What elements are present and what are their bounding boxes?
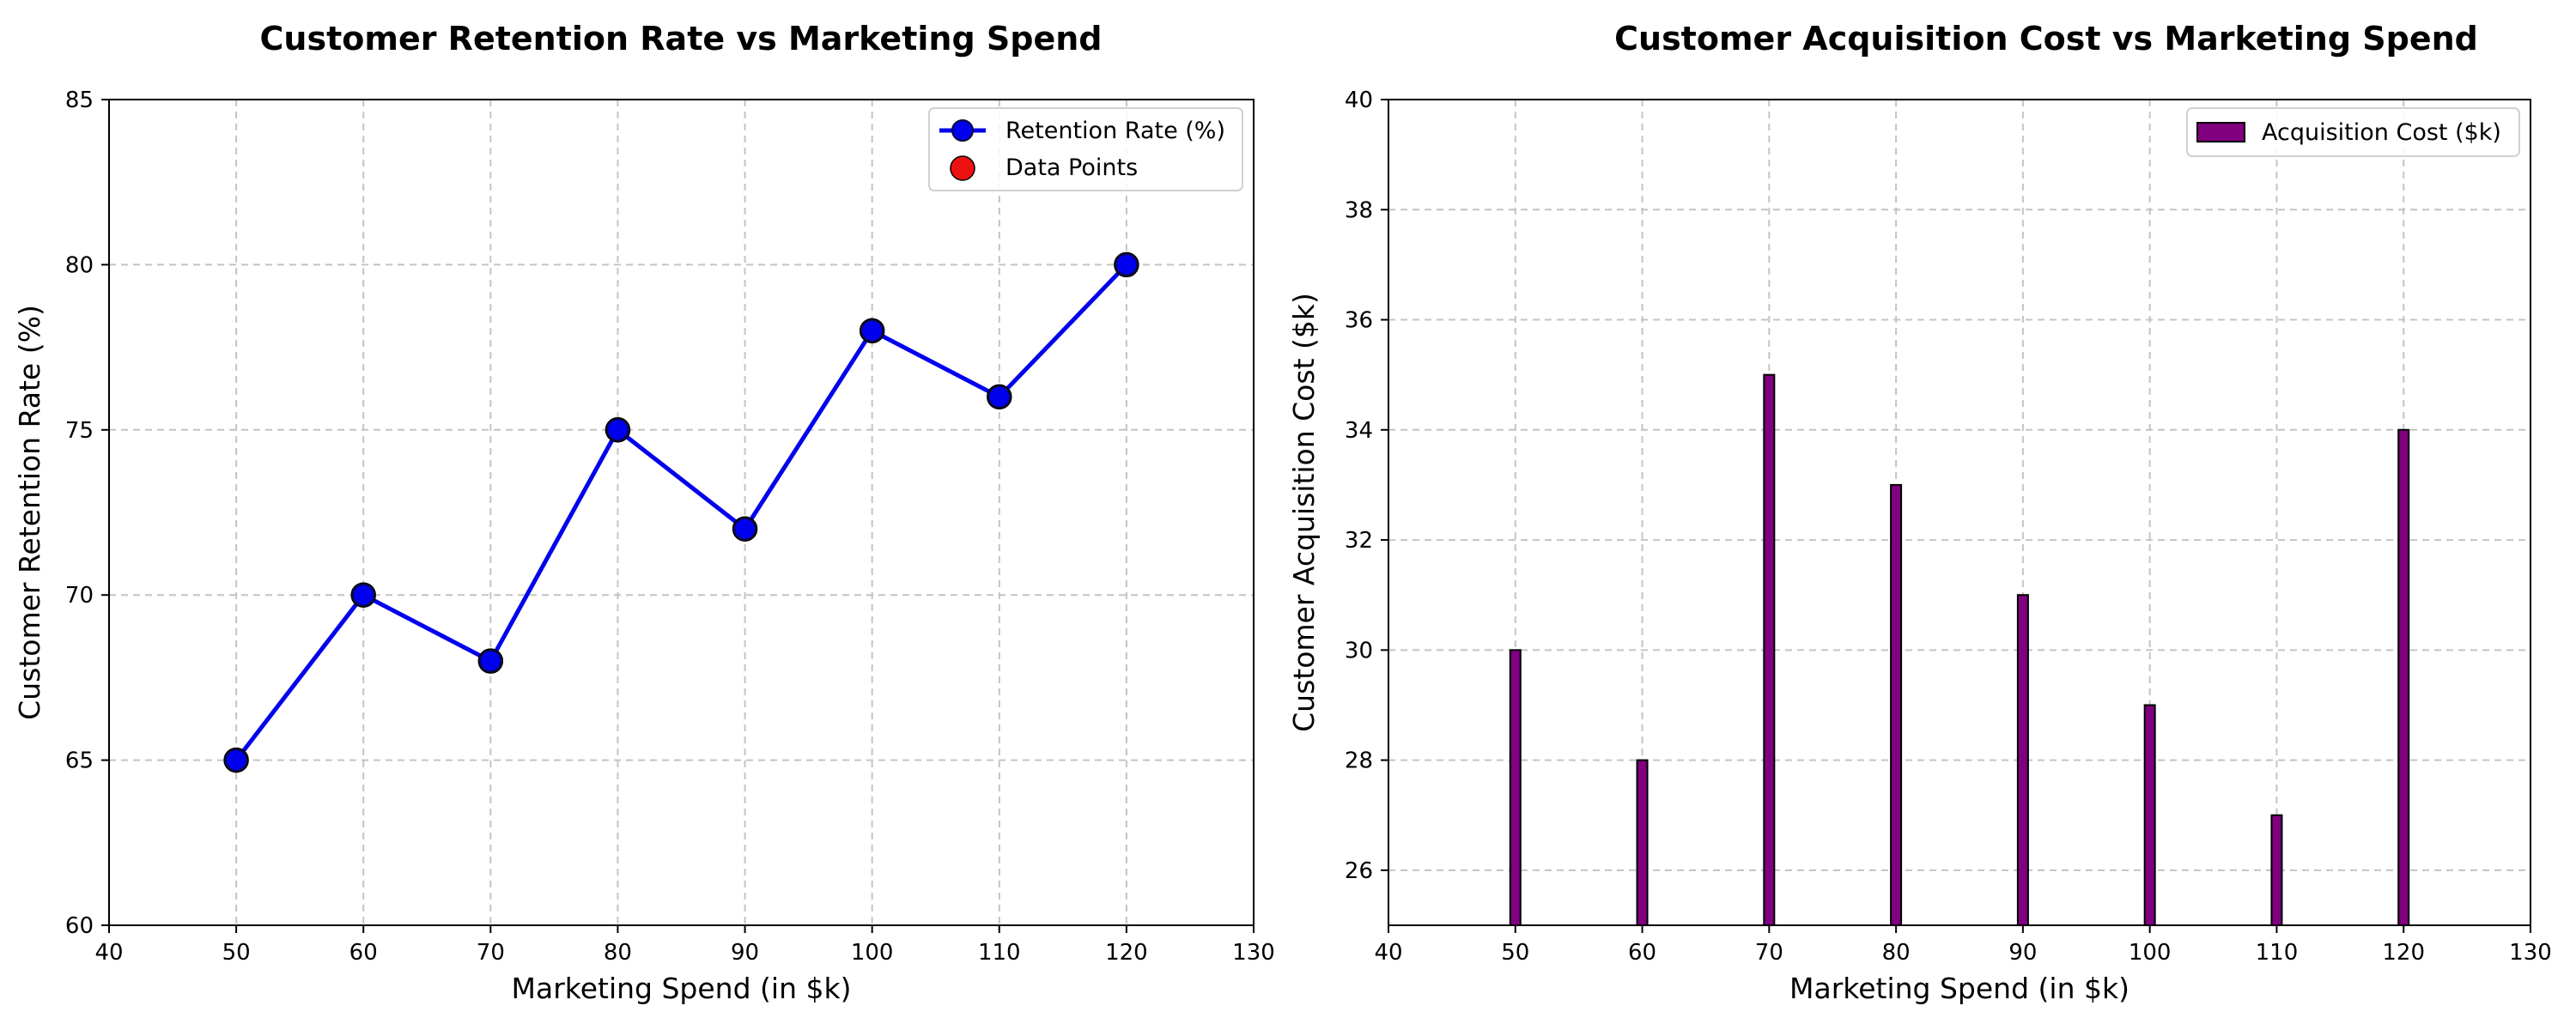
x-tick-label: 110 (978, 940, 1021, 966)
retention-marker (1115, 252, 1139, 276)
x-tick-label: 80 (604, 940, 632, 966)
y-tick-label: 34 (1345, 418, 1373, 444)
retention-chart: Customer Retention Rate vs Marketing Spe… (13, 20, 1275, 1005)
y-tick-label: 75 (65, 418, 94, 444)
bar (1763, 373, 1776, 926)
retention-line (234, 263, 1128, 762)
x-axis-label: Marketing Spend (in $k) (512, 972, 852, 1005)
x-tick-label: 90 (731, 940, 759, 966)
x-tick-label: 120 (1105, 940, 1148, 966)
legend-marker-swatch (951, 119, 974, 142)
x-tick-label: 120 (2382, 940, 2425, 966)
y-tick-label: 85 (65, 88, 94, 113)
x-axis-label: Marketing Spend (in $k) (1789, 972, 2129, 1005)
legend-marker-swatch (950, 155, 975, 181)
x-tick-label: 130 (2509, 940, 2552, 966)
axes-frame (108, 99, 1255, 926)
x-tick-label: 60 (349, 940, 378, 966)
y-tick-label: 30 (1345, 638, 1373, 663)
x-tick-label: 40 (1374, 940, 1402, 966)
x-tick-label: 40 (94, 940, 123, 966)
retention-marker (987, 385, 1012, 409)
y-tick-label: 80 (65, 252, 94, 278)
x-tick-label: 50 (222, 940, 251, 966)
x-tick-label: 90 (2008, 940, 2037, 966)
bar (1509, 649, 1522, 926)
x-tick-label: 110 (2256, 940, 2299, 966)
x-tick-label: 100 (2129, 940, 2172, 966)
axes-frame (1388, 99, 2531, 926)
y-tick-label: 32 (1345, 528, 1373, 554)
y-tick-label: 65 (65, 748, 94, 774)
y-tick-label: 60 (65, 913, 94, 939)
bar (2270, 814, 2283, 926)
x-tick-label: 60 (1628, 940, 1656, 966)
legend-swatch (2196, 122, 2245, 142)
retention-marker (605, 418, 629, 442)
retention-marker (478, 649, 502, 673)
bar (1890, 483, 1903, 926)
y-tick-label: 38 (1345, 197, 1373, 223)
bar (2397, 428, 2410, 926)
legend-box (928, 107, 1243, 191)
chart-title: Customer Acquisition Cost vs Marketing S… (1614, 20, 2478, 58)
chart-title: Customer Retention Rate vs Marketing Spe… (260, 20, 1103, 58)
y-tick-label: 36 (1345, 308, 1373, 334)
retention-marker (733, 517, 757, 541)
bar (1636, 759, 1649, 926)
retention-marker (224, 748, 248, 772)
bar (2143, 704, 2156, 926)
y-tick-label: 28 (1345, 748, 1373, 774)
acquisition-chart: Customer Acquisition Cost vs Marketing S… (1287, 20, 2552, 1005)
y-tick-label: 40 (1345, 88, 1373, 113)
x-tick-label: 70 (1755, 940, 1783, 966)
retention-marker (860, 318, 884, 342)
bar (2016, 594, 2029, 926)
y-tick-label: 70 (65, 583, 94, 609)
legend-label: Data Points (1005, 154, 1138, 181)
retention-marker (351, 583, 375, 607)
x-tick-label: 50 (1501, 940, 1529, 966)
legend-box (2186, 107, 2520, 157)
legend-label: Acquisition Cost ($k) (2262, 119, 2501, 146)
y-tick-label: 26 (1345, 858, 1373, 884)
x-tick-label: 80 (1882, 940, 1911, 966)
y-axis-label: Customer Retention Rate (%) (13, 305, 46, 720)
legend-label: Retention Rate (%) (1005, 118, 1225, 144)
y-axis-label: Customer Acquisition Cost ($k) (1287, 293, 1321, 732)
x-tick-label: 100 (851, 940, 894, 966)
x-tick-label: 130 (1232, 940, 1275, 966)
x-tick-label: 70 (477, 940, 505, 966)
